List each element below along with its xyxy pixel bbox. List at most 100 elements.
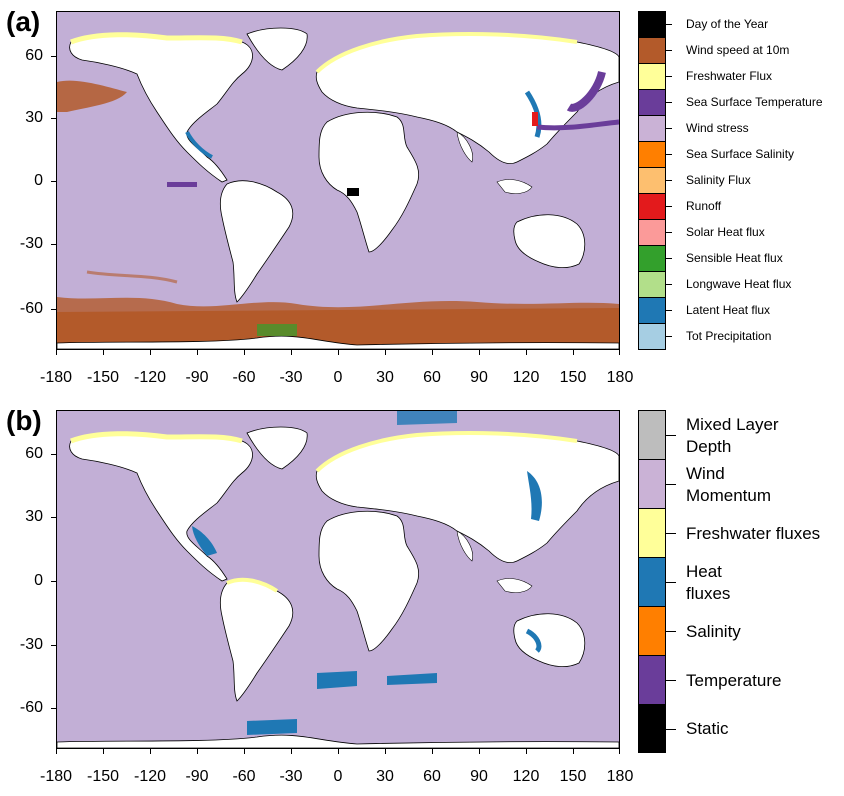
legend-tick xyxy=(666,180,672,181)
xtick-label-b: -60 xyxy=(232,768,256,785)
legend-label-wind-stress: Wind stress xyxy=(686,121,749,135)
legend-swatch-solar-heat xyxy=(638,219,666,246)
australia xyxy=(513,613,586,667)
legend-swatch-sss xyxy=(638,141,666,168)
xtick-label-b: -90 xyxy=(185,768,209,785)
xtick-label-b: -150 xyxy=(87,768,120,785)
legend-tick xyxy=(666,680,676,681)
legend-swatch-day-of-year xyxy=(638,11,666,38)
legend-panel-b: Mixed Layer Depth Wind Momentum Freshwat… xyxy=(638,410,844,753)
xtick-b xyxy=(56,749,57,754)
legend-label-longwave-heat: Longwave Heat flux xyxy=(686,277,792,291)
legend-swatch-salinity xyxy=(638,606,666,656)
legend-tick xyxy=(666,631,676,632)
xtick-label-a: 0 xyxy=(333,369,343,386)
heat-flux-region-gulf xyxy=(192,526,217,556)
legend-tick xyxy=(666,533,676,534)
greenland xyxy=(246,27,308,71)
legend-swatch-wind-stress xyxy=(638,115,666,142)
xtick-a xyxy=(432,350,433,355)
ytick-a-0 xyxy=(51,181,56,182)
ytick-b-60 xyxy=(51,454,56,455)
north-america xyxy=(69,433,253,582)
xtick-b xyxy=(432,749,433,754)
xtick-b xyxy=(244,749,245,754)
map-b-graphic xyxy=(57,411,619,748)
ytick-label-a-0: 0 xyxy=(34,172,43,189)
xtick-label-b: 30 xyxy=(376,768,394,785)
legend-label-sss: Sea Surface Salinity xyxy=(686,147,795,161)
legend-swatch-temperature xyxy=(638,655,666,705)
legend-tick xyxy=(666,128,672,129)
ytick-label-b-m30: -30 xyxy=(19,636,43,653)
legend-tick xyxy=(666,232,672,233)
map-panel-a xyxy=(56,11,620,350)
legend-swatch-longwave-heat xyxy=(638,271,666,298)
xtick-label-a: 90 xyxy=(470,369,488,386)
legend-swatch-freshwater-flux xyxy=(638,63,666,90)
map-a-graphic xyxy=(57,27,619,349)
heat-flux-region-southern xyxy=(317,671,357,689)
legend-tick xyxy=(666,102,672,103)
legend-swatch-salinity-flux xyxy=(638,167,666,194)
legend-label-wind-speed: Wind speed at 10m xyxy=(686,43,790,57)
legend-label-salinity-flux: Salinity Flux xyxy=(686,173,751,187)
ytick-a-60 xyxy=(51,56,56,57)
legend-label-static: Static xyxy=(686,719,729,738)
legend-swatch-sst xyxy=(638,89,666,116)
xtick-a xyxy=(291,350,292,355)
xtick-a xyxy=(619,350,620,355)
panel-b-label: (b) xyxy=(6,405,42,436)
xtick-a xyxy=(56,350,57,355)
ytick-label-b-30: 30 xyxy=(25,508,43,525)
panel-a-label: (a) xyxy=(6,6,41,37)
xtick-label-a: 60 xyxy=(423,369,441,386)
legend-swatch-freshwater xyxy=(638,508,666,558)
xtick-a xyxy=(479,350,480,355)
ytick-label-a-60: 60 xyxy=(25,47,43,64)
africa xyxy=(318,111,420,253)
legend-tick xyxy=(666,729,676,730)
north-america xyxy=(69,34,253,183)
xtick-a xyxy=(197,350,198,355)
africa xyxy=(318,510,420,652)
xtick-b xyxy=(479,749,480,754)
legend-panel-a: Day of the Year Wind speed at 10m Freshw… xyxy=(638,11,844,354)
legend-tick xyxy=(666,435,676,436)
xtick-a xyxy=(244,350,245,355)
map-panel-b xyxy=(56,410,620,749)
legend-tick xyxy=(666,258,672,259)
legend-swatch-sensible-heat xyxy=(638,245,666,272)
xtick-label-b: 0 xyxy=(333,768,343,785)
legend-label-temperature: Temperature xyxy=(686,671,782,690)
xtick-label-a: 180 xyxy=(606,369,634,386)
xtick-label-a: 150 xyxy=(559,369,587,386)
legend-label-solar-heat: Solar Heat flux xyxy=(686,225,765,239)
legend-swatch-static xyxy=(638,704,666,753)
xtick-label-b: 60 xyxy=(423,768,441,785)
legend-label-sensible-heat: Sensible Heat flux xyxy=(686,251,783,265)
xtick-a xyxy=(385,350,386,355)
legend-tick xyxy=(666,484,676,485)
xtick-a xyxy=(103,350,104,355)
xtick-a xyxy=(338,350,339,355)
xtick-b xyxy=(197,749,198,754)
legend-label-tot-precip: Tot Precipitation xyxy=(686,329,772,343)
xtick-label-b: 90 xyxy=(470,768,488,785)
ytick-a-m30 xyxy=(51,244,56,245)
legend-swatch-mld xyxy=(638,410,666,460)
legend-tick xyxy=(666,206,672,207)
ytick-label-a-m60: -60 xyxy=(19,300,43,317)
antarctica xyxy=(57,734,619,748)
ytick-a-m60 xyxy=(51,309,56,310)
xtick-b xyxy=(619,749,620,754)
legend-label-freshwater-flux: Freshwater Flux xyxy=(686,69,773,83)
legend-label-runoff: Runoff xyxy=(686,199,722,213)
legend-tick xyxy=(666,284,672,285)
southern-ocean-windspeed-region xyxy=(57,308,619,349)
ytick-label-b-60: 60 xyxy=(25,445,43,462)
legend-label-mld: Mixed Layer Depth xyxy=(686,415,779,456)
xtick-label-b: -120 xyxy=(134,768,167,785)
xtick-label-a: -60 xyxy=(232,369,256,386)
legend-label-heat: Heat fluxes xyxy=(686,562,731,603)
